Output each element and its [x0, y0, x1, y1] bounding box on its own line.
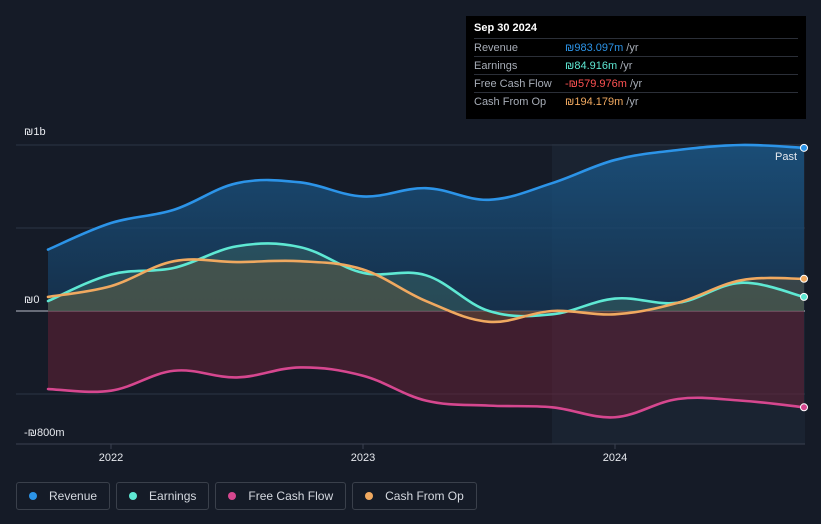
legend-dot-icon: [29, 492, 37, 500]
line-free-cash-flow: [46, 366, 806, 419]
area-free-cash-flow: [48, 311, 804, 418]
legend-dot-icon: [228, 492, 237, 500]
tooltip-value: ₪983.097m: [565, 41, 624, 54]
tooltip: Sep 30 2024 Revenue ₪983.097m /yr Earnin…: [466, 16, 806, 119]
tooltip-value: -₪579.976m: [565, 77, 627, 90]
tooltip-unit: /yr: [620, 59, 633, 72]
end-marker-revenue: [800, 143, 808, 152]
end-markers: [800, 143, 808, 412]
tooltip-label: Earnings: [474, 59, 518, 72]
legend-item-earnings[interactable]: Earnings: [116, 482, 210, 510]
end-marker-free-cash-flow: [800, 403, 808, 412]
past-label: Past: [775, 151, 797, 163]
legend-item-cash-from-op[interactable]: Cash From Op: [352, 482, 477, 510]
legend-label: Cash From Op: [385, 489, 464, 503]
tooltip-row-earnings: Earnings ₪84.916m /yr: [474, 56, 798, 74]
series-lines: [46, 143, 806, 419]
x-tick-label: 2024: [603, 452, 627, 464]
legend-dot-icon: [129, 492, 138, 500]
tooltip-row-revenue: Revenue ₪983.097m /yr: [474, 38, 798, 56]
area-revenue: [48, 144, 804, 311]
tooltip-unit: /yr: [626, 95, 639, 108]
tooltip-row-cash-from-op: Cash From Op ₪194.179m /yr: [474, 92, 798, 110]
legend-label: Earnings: [149, 489, 197, 503]
legend-item-revenue[interactable]: Revenue: [16, 482, 111, 510]
legend-item-free-cash-flow[interactable]: Free Cash Flow: [215, 482, 347, 510]
legend-label: Free Cash Flow: [248, 489, 334, 503]
tooltip-label: Revenue: [474, 41, 519, 54]
tooltip-date: Sep 30 2024: [474, 22, 537, 34]
tooltip-unit: /yr: [629, 77, 643, 90]
area-fills: [48, 144, 804, 418]
x-tick-label: 2023: [351, 452, 375, 464]
tooltip-label: Free Cash Flow: [474, 77, 552, 90]
line-cash-from-op: [46, 258, 806, 324]
tooltip-value: ₪194.179m: [565, 95, 624, 108]
tooltip-value: ₪84.916m: [565, 59, 618, 72]
axis-labels: ₪1b ₪0 -₪800m 2022 2023 2024: [24, 126, 627, 464]
end-marker-earnings: [800, 292, 808, 301]
tooltip-row-free-cash-flow: Free Cash Flow -₪579.976m /yr: [474, 74, 798, 92]
line-revenue: [46, 143, 806, 251]
end-marker-cash-from-op: [800, 274, 808, 283]
legend-dot-icon: [365, 492, 374, 500]
y-tick-label: ₪1b: [24, 126, 46, 138]
legend-label: Revenue: [49, 489, 98, 503]
legend: Revenue Earnings Free Cash Flow Cash Fro…: [16, 482, 477, 510]
area-cash-from-op: [48, 259, 804, 322]
y-tick-label: -₪800m: [24, 427, 65, 439]
x-tick-label: 2022: [99, 452, 123, 464]
tooltip-label: Cash From Op: [474, 95, 547, 108]
y-tick-label: ₪0: [24, 294, 39, 306]
tooltip-unit: /yr: [626, 41, 639, 54]
